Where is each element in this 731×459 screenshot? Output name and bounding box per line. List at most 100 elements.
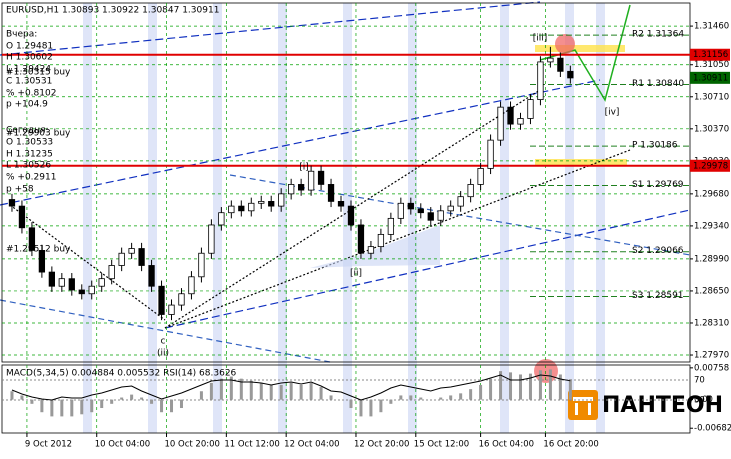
macd-bar — [289, 382, 293, 400]
info-text: L 1.30526 — [6, 161, 51, 171]
macd-bar — [359, 399, 363, 417]
macd-bar — [399, 395, 403, 400]
candle-body — [497, 106, 504, 141]
x-tick-label: 12 Oct 20:00 — [354, 440, 409, 450]
candle-body — [108, 265, 115, 280]
macd-bar — [449, 395, 453, 400]
wave-label: c — [161, 337, 166, 347]
candle-body — [148, 265, 155, 287]
candle-body — [507, 106, 514, 125]
macd-bar — [349, 399, 353, 409]
candle-body — [377, 233, 385, 248]
y-tick-label: 1.30370 — [694, 124, 729, 134]
macd-bar — [379, 399, 383, 413]
y-tick-label: 0.00758 — [694, 363, 729, 373]
macd-bar — [369, 399, 373, 417]
candle-body — [138, 248, 145, 266]
indicator-title: MACD(5,34,5) 0.004884 0.005532 RSI(14) 6… — [6, 369, 237, 379]
candle-body — [278, 193, 285, 207]
candle-body — [427, 212, 434, 221]
candle-body — [128, 248, 135, 254]
candle-body — [208, 224, 215, 254]
macd-bar — [179, 399, 183, 409]
candle-body — [327, 184, 335, 202]
macd-bar — [40, 399, 44, 413]
macd-bar — [130, 394, 134, 400]
x-tick-label: 16 Oct 04:00 — [479, 440, 534, 450]
macd-bar — [319, 387, 323, 400]
macd-bar — [170, 399, 174, 413]
candle-body — [8, 199, 16, 207]
macd-bar — [140, 397, 144, 400]
macd-bar — [538, 370, 542, 400]
candle-body — [38, 250, 46, 273]
session-bands — [83, 3, 605, 433]
macd-bar — [558, 374, 562, 400]
macd-bar — [20, 395, 24, 400]
candle-body — [547, 57, 554, 63]
y2-tick-label: 30 — [694, 396, 705, 406]
candle-body — [198, 252, 205, 278]
macd-bar — [299, 384, 303, 400]
price-flag — [690, 48, 730, 61]
macd-bar — [70, 399, 74, 417]
candle-body — [268, 200, 275, 207]
candle-body — [78, 289, 85, 295]
y-tick-label: 1.30710 — [694, 92, 729, 102]
channel-lines — [0, 1, 691, 363]
macd-bar — [60, 399, 64, 417]
y-tick-label: 1.31460 — [694, 22, 729, 32]
info-text: H 1.31235 — [6, 150, 53, 160]
candle-body — [387, 217, 395, 235]
info-text: p +58 — [6, 185, 34, 195]
candle-body — [188, 276, 195, 295]
candle-body — [228, 205, 235, 214]
price-flag — [690, 159, 730, 172]
y-tick-label: 1.28990 — [694, 254, 729, 264]
candle-body — [178, 293, 185, 306]
x-tick-label: 10 Oct 20:00 — [165, 440, 220, 450]
candle-body — [467, 184, 474, 198]
info-text: O 1.29481 — [6, 42, 53, 52]
candle-body — [357, 224, 365, 254]
pivot-label: S1 1.29769 — [632, 180, 684, 190]
pivot-label: S2 1.29066 — [632, 246, 684, 256]
candle-body — [68, 278, 75, 291]
y-tick-label: 1.28650 — [694, 286, 729, 296]
indicator-frame — [1, 364, 691, 434]
macd-bar — [499, 371, 503, 400]
rsi-line — [11, 374, 571, 401]
candle-body — [557, 57, 564, 72]
macd-bar — [518, 374, 522, 400]
macd-bar — [100, 399, 104, 409]
macd-bar — [269, 384, 273, 400]
candle-body — [447, 205, 454, 212]
candle-body — [407, 202, 414, 210]
x-tick-label: 12 Oct 04:00 — [284, 440, 339, 450]
candle-body — [307, 170, 315, 191]
candle-body — [48, 271, 55, 287]
macd-bar — [219, 378, 223, 400]
price-flag — [690, 71, 730, 84]
y-tick-label: 0.00 — [694, 395, 713, 405]
wave-label: [ii] — [350, 269, 362, 279]
candle-body — [367, 246, 375, 254]
logo: ПАНТЕОН — [568, 390, 723, 420]
candle-body — [397, 202, 404, 219]
candle-body — [517, 118, 524, 125]
macd-bar — [479, 384, 483, 400]
candle-body — [28, 227, 36, 251]
candle-body — [317, 170, 325, 185]
info-text: #1.29903 buy — [6, 129, 71, 139]
pivot-label: R1 1.30840 — [632, 79, 684, 89]
macd-bar — [199, 391, 203, 400]
info-text: Вчера: — [6, 30, 37, 40]
price-flag-label: 1.31156 — [693, 50, 728, 60]
macd-bar — [389, 399, 393, 404]
macd-bar — [409, 395, 413, 400]
macd-bar — [309, 382, 313, 400]
macd-bar — [160, 399, 164, 413]
macd-bar — [229, 376, 233, 400]
candle-body — [537, 61, 544, 101]
